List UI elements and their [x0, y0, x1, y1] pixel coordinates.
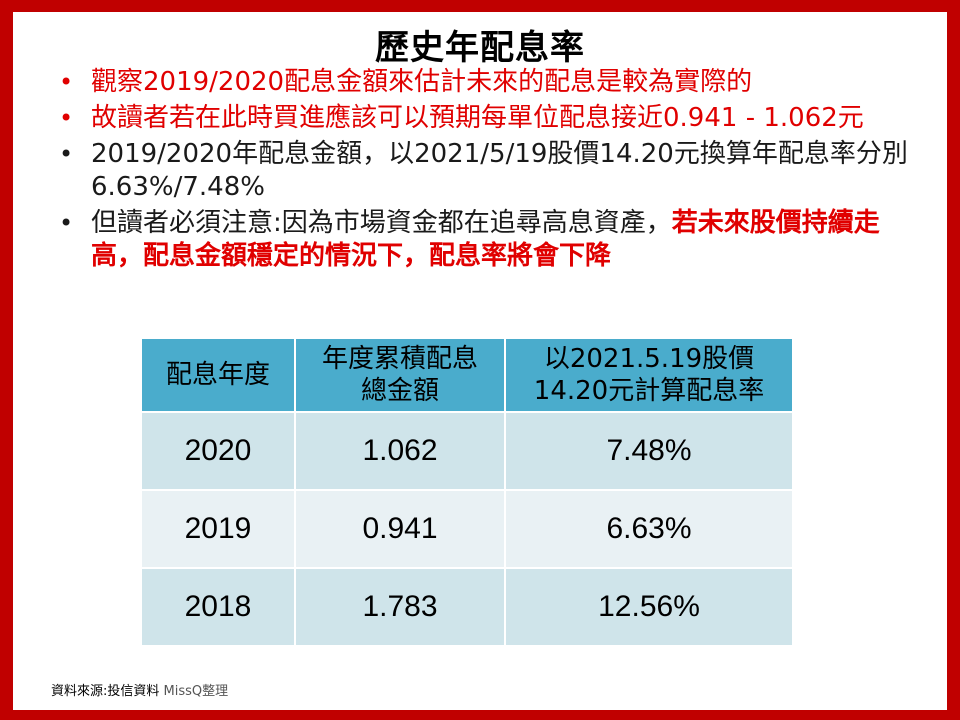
source-label: 資料來源:投信資料	[51, 684, 164, 699]
cell-rate: 6.63%	[504, 489, 794, 569]
bullet-text: 2019/2020年配息金額，以2021/5/19股價14.20元換算年配息率分…	[91, 139, 908, 202]
bullet-text: 觀察2019/2020配息金額來估計未來的配息是較為實際的	[91, 67, 753, 97]
table-row: 2018 1.783 12.56%	[140, 567, 794, 647]
source-author: MissQ整理	[163, 684, 229, 699]
bullet-dot-icon: •	[59, 68, 74, 96]
slide-title: 歷史年配息率	[375, 28, 585, 68]
cell-total: 1.062	[294, 411, 506, 491]
header-year: 配息年度	[140, 337, 296, 413]
cell-rate: 7.48%	[504, 411, 794, 491]
bullet-dot-icon: •	[59, 104, 74, 132]
bullet-emphasis: 若未來股價持續走高，配息金額穩定的情況下，配息率將會下降	[91, 208, 880, 271]
dividend-table: 配息年度 年度累積配息 總金額 以2021.5.19股價 14.20元計算配息率…	[140, 337, 794, 647]
header-line: 總金額	[360, 376, 439, 406]
cell-year: 2019	[140, 489, 296, 569]
bullet-item: • 但讀者必須注意:因為市場資金都在追尋高息資產，若未來股價持續走高，配息金額穩…	[53, 207, 923, 273]
cell-rate: 12.56%	[504, 567, 794, 647]
header-rate: 以2021.5.19股價 14.20元計算配息率	[504, 337, 794, 413]
bullet-item: • 故讀者若在此時買進應該可以預期每單位配息接近0.941 - 1.062元	[53, 102, 923, 135]
bullet-item: • 2019/2020年配息金額，以2021/5/19股價14.20元換算年配息…	[53, 138, 923, 204]
cell-year: 2018	[140, 567, 296, 647]
header-line: 年度累積配息	[321, 344, 478, 374]
cell-year: 2020	[140, 411, 296, 491]
header-line: 14.20元計算配息率	[533, 376, 765, 406]
bullet-dot-icon: •	[59, 209, 74, 237]
table-header-row: 配息年度 年度累積配息 總金額 以2021.5.19股價 14.20元計算配息率	[140, 337, 794, 413]
source-note: 資料來源:投信資料 MissQ整理	[51, 680, 228, 699]
table-row: 2019 0.941 6.63%	[140, 489, 794, 569]
header-line: 配息年度	[165, 360, 270, 390]
table-row: 2020 1.062 7.48%	[140, 411, 794, 491]
cell-total: 1.783	[294, 567, 506, 647]
bullet-list: • 觀察2019/2020配息金額來估計未來的配息是較為實際的 • 故讀者若在此…	[53, 66, 923, 276]
header-line: 以2021.5.19股價	[543, 344, 755, 374]
slide: 歷史年配息率 • 觀察2019/2020配息金額來估計未來的配息是較為實際的 •…	[13, 12, 947, 710]
bullet-text: 故讀者若在此時買進應該可以預期每單位配息接近0.941 - 1.062元	[91, 103, 864, 133]
bullet-item: • 觀察2019/2020配息金額來估計未來的配息是較為實際的	[53, 66, 923, 99]
bullet-dot-icon: •	[59, 140, 74, 168]
cell-total: 0.941	[294, 489, 506, 569]
header-total: 年度累積配息 總金額	[294, 337, 506, 413]
bullet-text: 但讀者必須注意:因為市場資金都在追尋高息資產，	[91, 208, 672, 238]
